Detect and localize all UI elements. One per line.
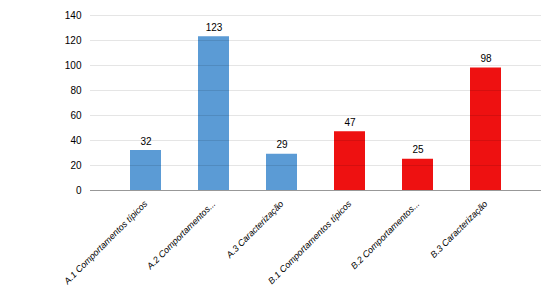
svg-text:140: 140	[65, 10, 82, 21]
svg-text:29: 29	[276, 139, 288, 151]
svg-text:80: 80	[70, 85, 82, 96]
svg-text:98: 98	[480, 53, 492, 64]
svg-text:100: 100	[65, 60, 82, 71]
svg-text:60: 60	[70, 110, 82, 121]
svg-text:A.2 Comportamentos...: A.2 Comportamentos...	[144, 199, 217, 272]
svg-text:A.3 Caracterização: A.3 Caracterização	[224, 199, 286, 261]
svg-text:25: 25	[412, 144, 424, 155]
svg-text:40: 40	[70, 135, 82, 146]
svg-text:B.2 Comportamentos...: B.2 Comportamentos...	[349, 199, 422, 272]
svg-text:B.1 Comportamentos típicos: B.1 Comportamentos típicos	[266, 198, 354, 286]
svg-text:B.3 Caracterização: B.3 Caracterização	[428, 199, 489, 260]
svg-text:A.1 Comportamentos típicos: A.1 Comportamentos típicos	[61, 198, 149, 286]
svg-text:0: 0	[76, 185, 82, 196]
svg-text:120: 120	[65, 35, 82, 46]
svg-text:20: 20	[70, 160, 82, 171]
svg-text:123: 123	[206, 22, 223, 33]
svg-text:47: 47	[344, 117, 356, 128]
svg-text:32: 32	[140, 135, 152, 147]
